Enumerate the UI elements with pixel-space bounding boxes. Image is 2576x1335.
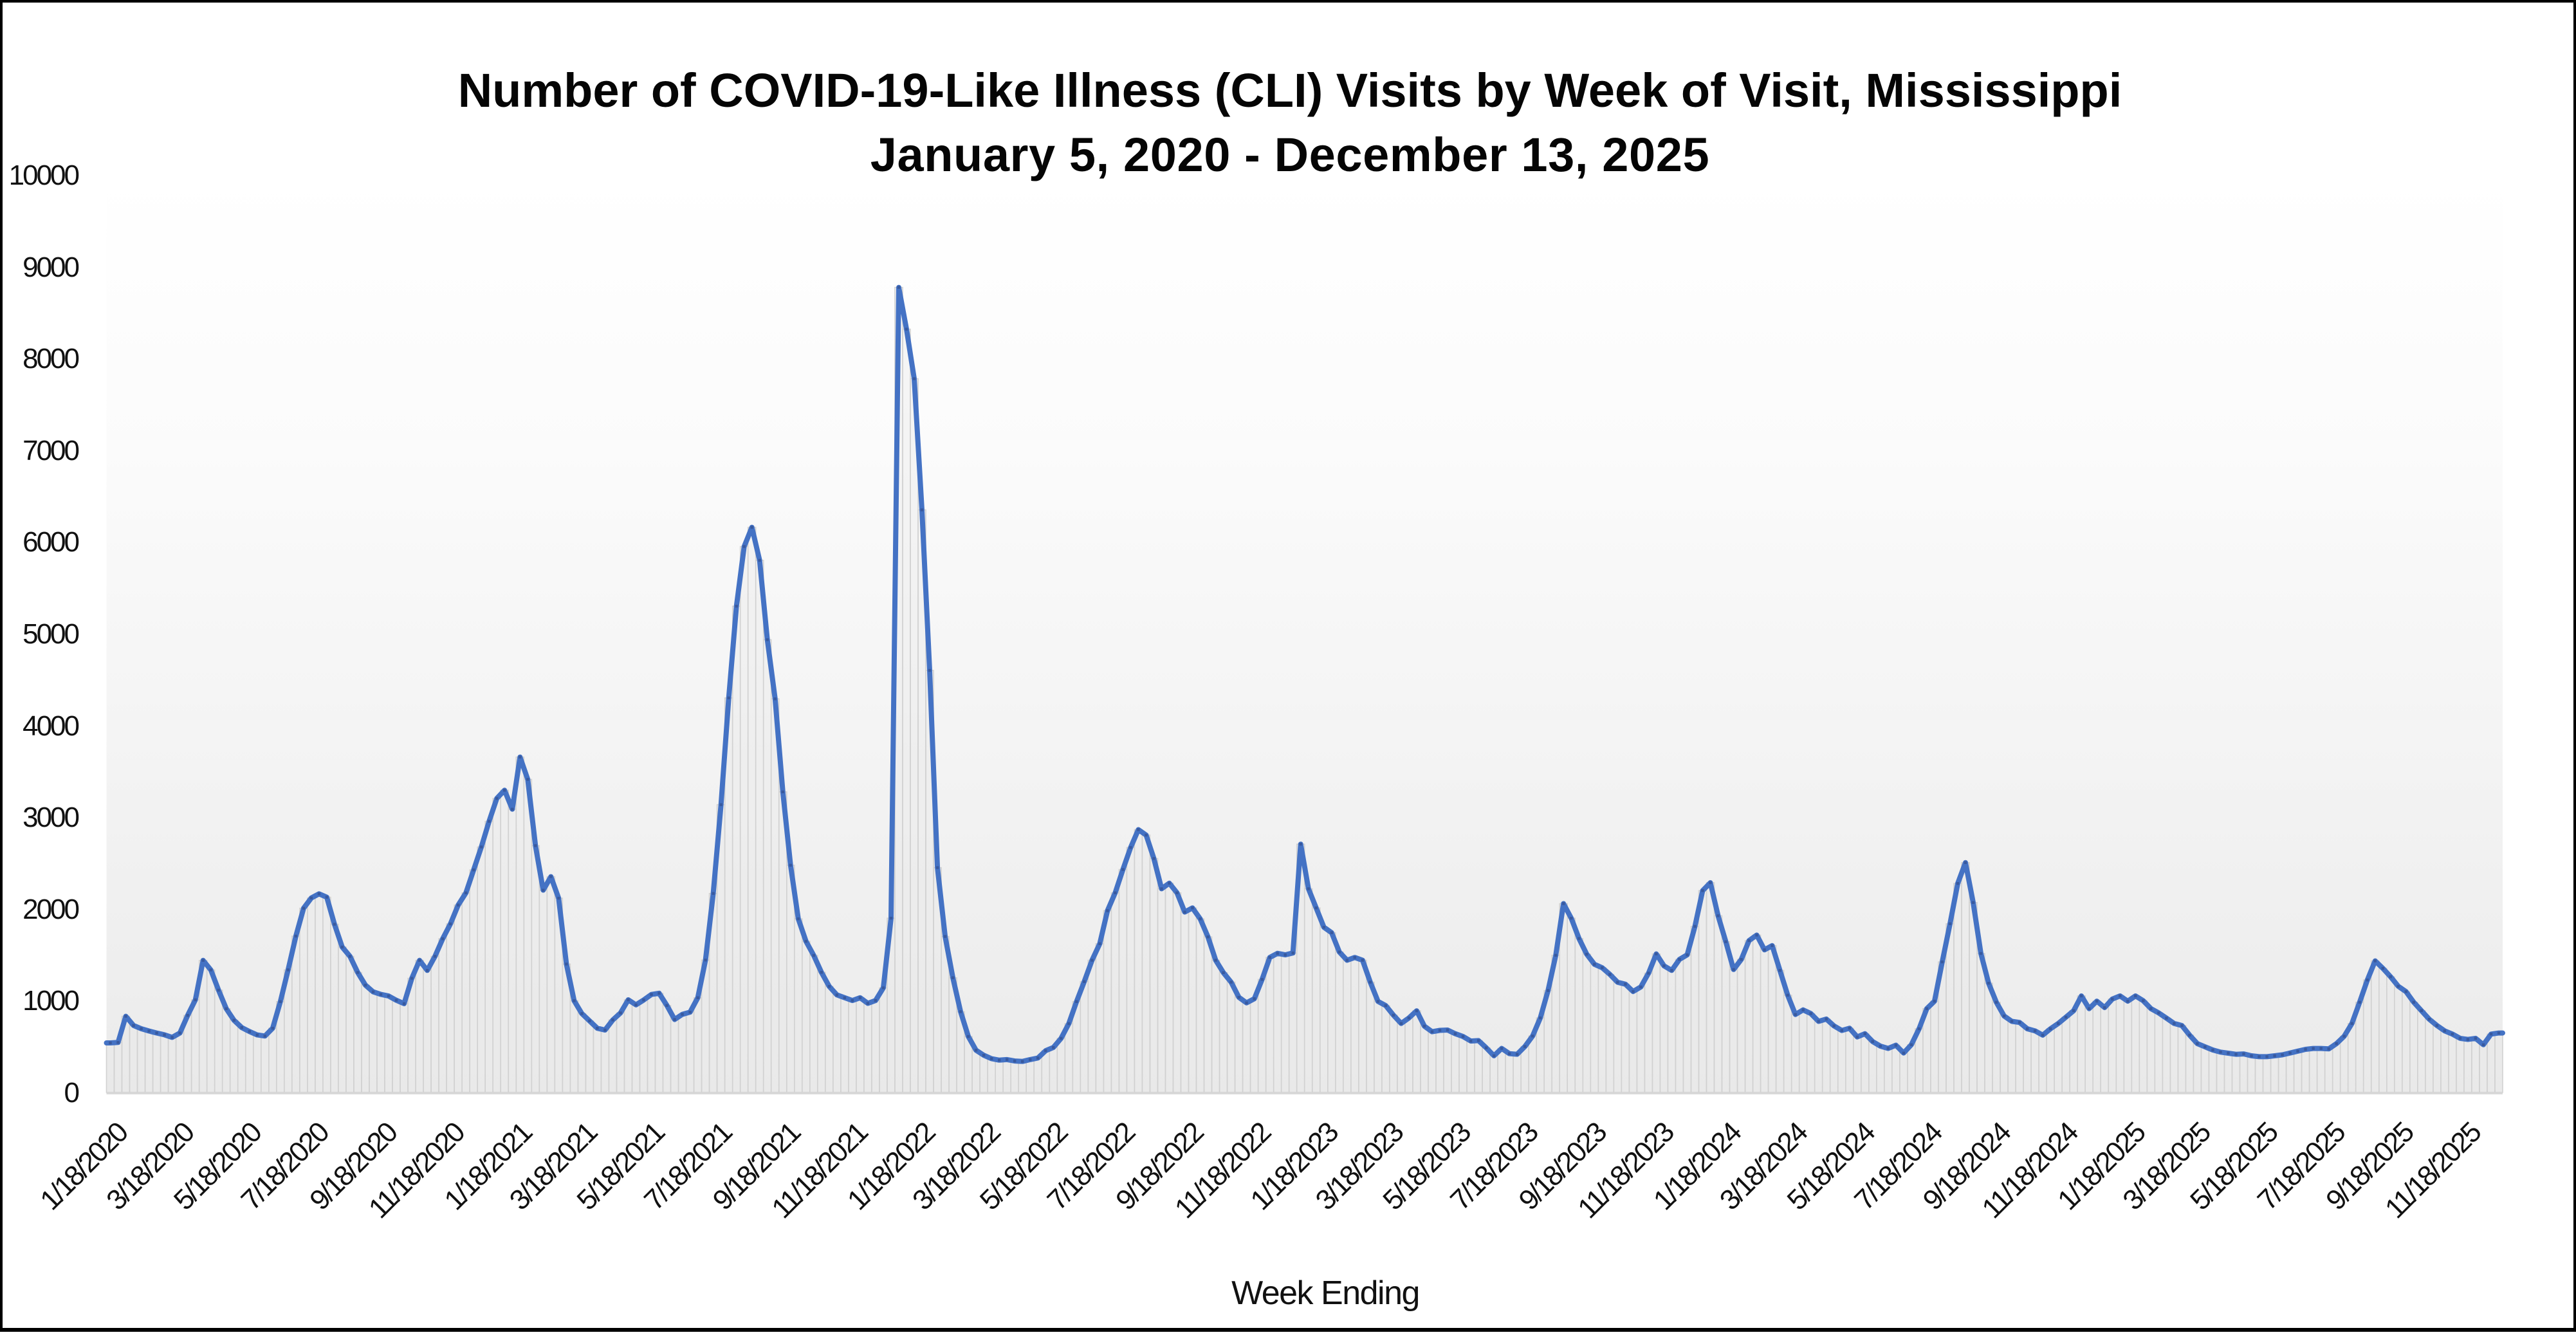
svg-text:1000: 1000 [23, 985, 78, 1017]
svg-text:5000: 5000 [23, 618, 78, 650]
svg-text:10000: 10000 [9, 160, 79, 191]
svg-text:4000: 4000 [23, 710, 78, 742]
svg-text:7000: 7000 [23, 435, 78, 466]
svg-text:2000: 2000 [23, 894, 78, 925]
svg-text:0: 0 [64, 1077, 79, 1109]
svg-text:January 5, 2020 - December 13,: January 5, 2020 - December 13, 2025 [870, 128, 1710, 181]
svg-text:Number of COVID-19-Like Illnes: Number of COVID-19-Like Illness (CLI) Vi… [458, 64, 2122, 117]
svg-text:8000: 8000 [23, 343, 78, 374]
svg-text:Week Ending: Week Ending [1231, 1275, 1419, 1312]
svg-text:6000: 6000 [23, 526, 78, 558]
svg-text:9000: 9000 [23, 252, 78, 283]
svg-text:3000: 3000 [23, 802, 78, 833]
